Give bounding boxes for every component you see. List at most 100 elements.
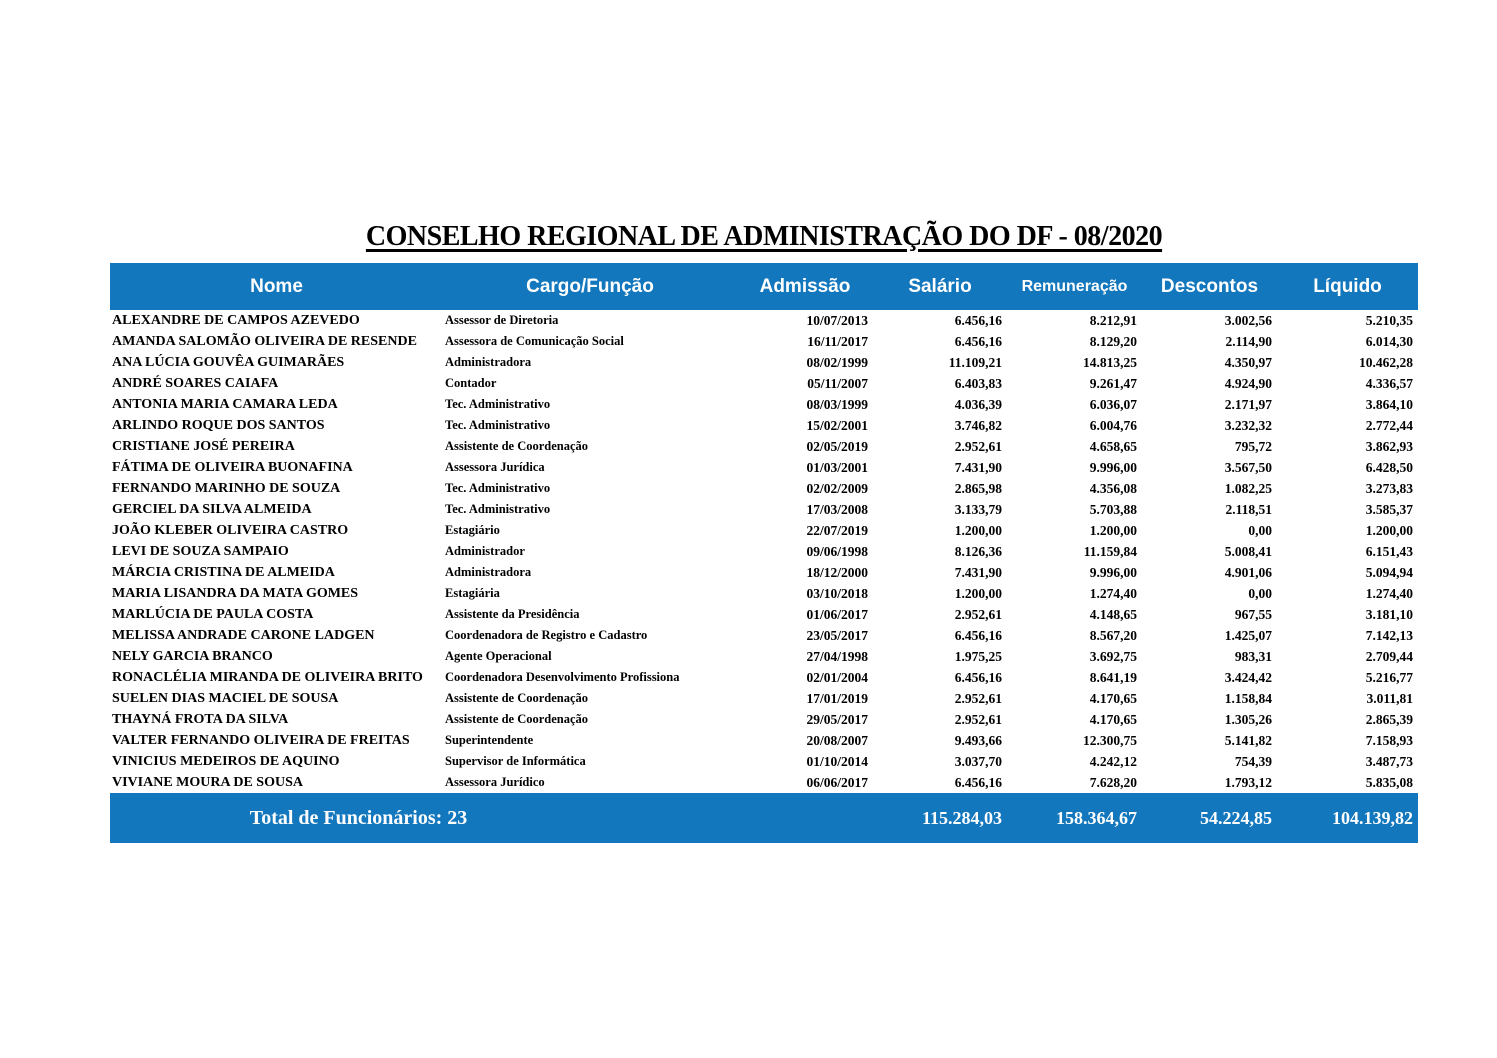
- admission-date: 06/06/2017: [806, 775, 868, 790]
- salary-value: 3.037,70: [954, 754, 1002, 769]
- total-remuneracao-value: 158.364,67: [1007, 793, 1142, 843]
- employee-name: VINICIUS MEDEIROS DE AQUINO: [112, 754, 340, 769]
- remuneration-value: 3.692,75: [1089, 649, 1137, 664]
- net-value: 1.200,00: [1365, 523, 1413, 538]
- remuneration-value: 9.996,00: [1089, 565, 1137, 580]
- employee-role: Tec. Administrativo: [445, 397, 551, 411]
- net-value: 1.274,40: [1365, 586, 1413, 601]
- table-row: MARIA LISANDRA DA MATA GOMES Estagiária 03…: [110, 583, 1418, 604]
- column-header-admissao: Admissão: [737, 263, 873, 310]
- table-row: ANDRÉ SOARES CAIAFA Contador 05/11/2007 6.4…: [110, 373, 1418, 394]
- employee-role: Administrador: [445, 544, 525, 558]
- salary-value: 2.952,61: [954, 691, 1002, 706]
- employee-role: Tec. Administrativo: [445, 418, 551, 432]
- table-row: FERNANDO MARINHO DE SOUZA Tec. Administra…: [110, 478, 1418, 499]
- salary-value: 2.865,98: [954, 481, 1002, 496]
- salary-value: 9.493,66: [954, 733, 1002, 748]
- employee-role: Agente Operacional: [445, 649, 552, 663]
- remuneration-value: 4.170,65: [1089, 712, 1137, 727]
- table-header: Nome Cargo/Função Admissão Salário Remun…: [110, 263, 1418, 310]
- employee-name: FÁTIMA DE OLIVEIRA BUONAFINA: [112, 460, 353, 475]
- deductions-value: 2.171,97: [1224, 397, 1272, 412]
- employee-role: Estagiário: [445, 523, 500, 537]
- total-empty-cell: [737, 793, 873, 843]
- net-value: 6.151,43: [1365, 544, 1413, 559]
- table-row: ALEXANDRE DE CAMPOS AZEVEDO Assessor de D…: [110, 310, 1418, 331]
- column-header-descontos: Descontos: [1142, 263, 1277, 310]
- salary-value: 6.456,16: [954, 670, 1002, 685]
- salary-value: 1.200,00: [954, 523, 1002, 538]
- deductions-value: 5.008,41: [1224, 544, 1272, 559]
- employee-name: AMANDA SALOMÃO OLIVEIRA DE RESENDE: [112, 334, 417, 349]
- remuneration-value: 11.159,84: [1083, 544, 1137, 559]
- deductions-value: 1.793,12: [1224, 775, 1272, 790]
- net-value: 5.216,77: [1365, 670, 1413, 685]
- net-value: 5.210,35: [1365, 313, 1413, 328]
- salary-value: 2.952,61: [954, 439, 1002, 454]
- remuneration-value: 8.129,20: [1089, 334, 1137, 349]
- deductions-value: 0,00: [1248, 523, 1272, 538]
- admission-date: 01/06/2017: [806, 607, 868, 622]
- admission-date: 20/08/2007: [806, 733, 868, 748]
- deductions-value: 1.425,07: [1224, 628, 1272, 643]
- payroll-report: CONSELHO REGIONAL DE ADMINISTRAÇÃO DO DF…: [110, 220, 1418, 843]
- net-value: 3.273,83: [1365, 481, 1413, 496]
- employee-role: Estagiária: [445, 586, 500, 600]
- employee-role: Assessor de Diretoria: [445, 313, 559, 327]
- salary-value: 2.952,61: [954, 607, 1002, 622]
- remuneration-value: 4.170,65: [1089, 691, 1137, 706]
- salary-value: 4.036,39: [954, 397, 1002, 412]
- employee-name: MARIA LISANDRA DA MATA GOMES: [112, 586, 359, 601]
- salary-value: 8.126,36: [954, 544, 1002, 559]
- salary-value: 3.746,82: [954, 418, 1002, 433]
- net-value: 10.462,28: [1359, 355, 1413, 370]
- employee-name: VALTER FERNANDO OLIVEIRA DE FREITAS: [112, 733, 410, 748]
- deductions-value: 795,72: [1234, 439, 1272, 454]
- employee-name: MÁRCIA CRISTINA DE ALMEIDA: [112, 565, 335, 580]
- column-header-cargo-funcao: Cargo/Função: [443, 263, 737, 310]
- net-value: 3.181,10: [1365, 607, 1413, 622]
- admission-date: 16/11/2017: [807, 334, 868, 349]
- net-value: 2.709,44: [1365, 649, 1413, 664]
- remuneration-value: 4.148,65: [1089, 607, 1137, 622]
- employee-name: GERCIEL DA SILVA ALMEIDA: [112, 502, 312, 517]
- salary-value: 1.200,00: [954, 586, 1002, 601]
- admission-date: 01/10/2014: [806, 754, 868, 769]
- table-row: JOÃO KLEBER OLIVEIRA CASTRO Estagiário 22/…: [110, 520, 1418, 541]
- net-value: 6.014,30: [1365, 334, 1413, 349]
- employee-role: Assessora Jurídica: [445, 460, 545, 474]
- remuneration-value: 14.813,25: [1083, 355, 1137, 370]
- table-row: LEVI DE SOUZA SAMPAIO Administrador 09/06/…: [110, 541, 1418, 562]
- deductions-value: 4.350,97: [1224, 355, 1272, 370]
- employee-name: ANA LÚCIA GOUVÊA GUIMARÃES: [112, 355, 345, 370]
- admission-date: 15/02/2001: [806, 418, 868, 433]
- admission-date: 08/03/1999: [806, 397, 868, 412]
- table-row: FÁTIMA DE OLIVEIRA BUONAFINA Assessora Ju…: [110, 457, 1418, 478]
- table-row: RONACLÉLIA MIRANDA DE OLIVEIRA BRITO Coor…: [110, 667, 1418, 688]
- deductions-value: 3.232,32: [1224, 418, 1272, 433]
- net-value: 2.772,44: [1365, 418, 1413, 433]
- table-row: ANA LÚCIA GOUVÊA GUIMARÃES Administradora…: [110, 352, 1418, 373]
- salary-value: 6.456,16: [954, 775, 1002, 790]
- remuneration-value: 4.356,08: [1089, 481, 1137, 496]
- employee-role: Coordenadora de Registro e Cadastro: [445, 628, 648, 642]
- remuneration-value: 8.567,20: [1089, 628, 1137, 643]
- deductions-value: 3.567,50: [1224, 460, 1272, 475]
- net-value: 4.336,57: [1365, 376, 1413, 391]
- deductions-value: 3.424,42: [1224, 670, 1272, 685]
- deductions-value: 4.924,90: [1224, 376, 1272, 391]
- admission-date: 09/06/1998: [806, 544, 868, 559]
- table-row: NELY GARCIA BRANCO Agente Operacional 27/0…: [110, 646, 1418, 667]
- deductions-value: 5.141,82: [1224, 733, 1272, 748]
- table-row: SUELEN DIAS MACIEL DE SOUSA Assistente de…: [110, 688, 1418, 709]
- column-header-nome: Nome: [110, 263, 443, 310]
- deductions-value: 0,00: [1248, 586, 1272, 601]
- employee-name: MELISSA ANDRADE CARONE LADGEN: [112, 628, 375, 643]
- net-value: 3.011,81: [1366, 691, 1413, 706]
- employee-name: ANTONIA MARIA CAMARA LEDA: [112, 397, 338, 412]
- table-row: CRISTIANE JOSÉ PEREIRA Assistente de Coor…: [110, 436, 1418, 457]
- salary-value: 6.403,83: [954, 376, 1002, 391]
- employee-name: THAYNÁ FROTA DA SILVA: [112, 712, 289, 727]
- deductions-value: 2.114,90: [1225, 334, 1272, 349]
- admission-date: 02/01/2004: [806, 670, 868, 685]
